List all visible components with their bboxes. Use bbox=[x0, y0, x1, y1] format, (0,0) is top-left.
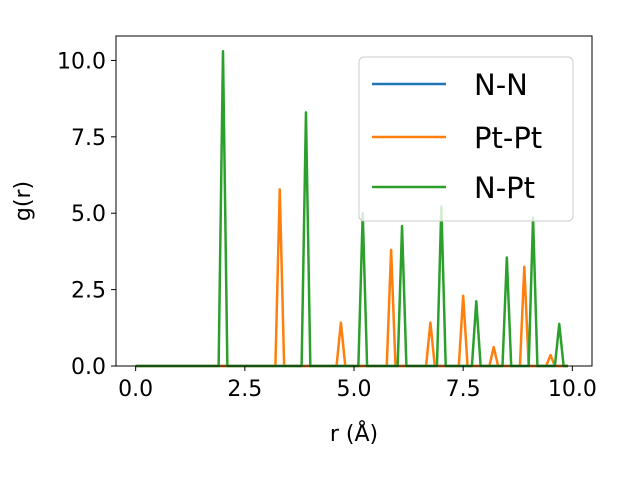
y-tick-label: 7.5 bbox=[71, 126, 106, 151]
legend-label-n-pt: N-Pt bbox=[474, 171, 535, 205]
legend-label-n-n: N-N bbox=[474, 68, 528, 102]
legend: N-N Pt-Pt N-Pt bbox=[358, 56, 574, 222]
y-tick-label: 2.5 bbox=[71, 279, 106, 304]
x-tick-label: 5.0 bbox=[337, 377, 372, 402]
x-tick-label: 7.5 bbox=[446, 377, 481, 402]
x-tick-label: 10.0 bbox=[548, 377, 597, 402]
y-tick-label: 10.0 bbox=[57, 49, 106, 74]
y-axis: 0.0 2.5 5.0 7.5 10.0 bbox=[57, 49, 116, 380]
legend-box bbox=[358, 56, 574, 222]
legend-label-pt-pt: Pt-Pt bbox=[474, 121, 542, 155]
x-tick-label: 0.0 bbox=[118, 377, 153, 402]
x-axis-label: r (Å) bbox=[330, 420, 378, 447]
x-axis: 0.0 2.5 5.0 7.5 10.0 bbox=[118, 366, 597, 402]
y-axis-label: g(r) bbox=[11, 181, 36, 221]
y-tick-label: 5.0 bbox=[71, 202, 106, 227]
x-tick-label: 2.5 bbox=[227, 377, 262, 402]
y-tick-label: 0.0 bbox=[71, 355, 106, 380]
